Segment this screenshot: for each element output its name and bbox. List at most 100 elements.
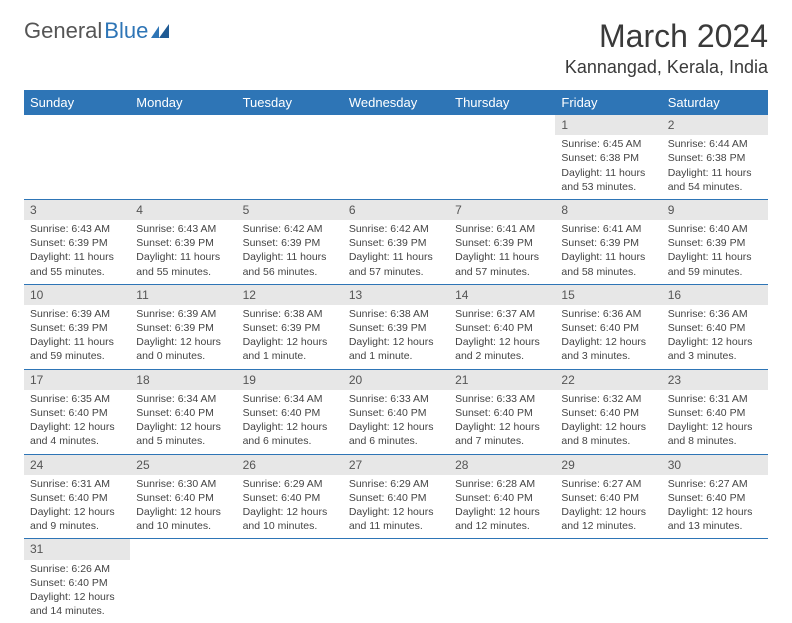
sunrise-text: Sunrise: 6:36 AM — [668, 307, 762, 321]
calendar-day-cell: 8 Sunrise: 6:41 AMSunset: 6:39 PMDaylight… — [555, 199, 661, 284]
daylight-text: Daylight: 12 hours and 6 minutes. — [349, 420, 443, 448]
day-number: 14 — [449, 285, 555, 305]
calendar-day-cell: 6Sunrise: 6:42 AMSunset: 6:39 PMDaylight… — [343, 199, 449, 284]
weekday-header: Thursday — [449, 90, 555, 115]
sunrise-text: Sunrise: 6:34 AM — [243, 392, 337, 406]
day-number: 18 — [130, 370, 236, 390]
calendar-empty-cell — [343, 539, 449, 623]
calendar-day-cell: 4Sunrise: 6:43 AMSunset: 6:39 PMDaylight… — [130, 199, 236, 284]
sunrise-text: Sunrise: 6:38 AM — [243, 307, 337, 321]
location: Kannangad, Kerala, India — [565, 57, 768, 78]
day-number: 10 — [24, 285, 130, 305]
header: General Blue March 2024 Kannangad, Keral… — [24, 18, 768, 78]
daylight-text: Daylight: 12 hours and 4 minutes. — [30, 420, 124, 448]
sunrise-text: Sunrise: 6:36 AM — [561, 307, 655, 321]
calendar-empty-cell — [130, 539, 236, 623]
day-number: 25 — [130, 455, 236, 475]
calendar-day-cell: 26Sunrise: 6:29 AMSunset: 6:40 PMDayligh… — [237, 454, 343, 539]
sunrise-text: Sunrise: 6:40 AM — [668, 222, 762, 236]
weekday-header: Saturday — [662, 90, 768, 115]
sunset-text: Sunset: 6:40 PM — [30, 406, 124, 420]
calendar-day-cell: 14Sunrise: 6:37 AMSunset: 6:40 PMDayligh… — [449, 284, 555, 369]
day-number: 8 — [555, 200, 661, 220]
sunrise-text: Sunrise: 6:33 AM — [349, 392, 443, 406]
calendar-day-cell: 24Sunrise: 6:31 AMSunset: 6:40 PMDayligh… — [24, 454, 130, 539]
day-number: 23 — [662, 370, 768, 390]
calendar-day-cell: 5Sunrise: 6:42 AMSunset: 6:39 PMDaylight… — [237, 199, 343, 284]
calendar-empty-cell — [130, 115, 236, 199]
sunset-text: Sunset: 6:40 PM — [455, 321, 549, 335]
calendar-row: 31Sunrise: 6:26 AMSunset: 6:40 PMDayligh… — [24, 539, 768, 623]
sunrise-text: Sunrise: 6:31 AM — [30, 477, 124, 491]
sunset-text: Sunset: 6:39 PM — [561, 236, 655, 250]
calendar-day-cell: 29Sunrise: 6:27 AMSunset: 6:40 PMDayligh… — [555, 454, 661, 539]
sunset-text: Sunset: 6:40 PM — [349, 406, 443, 420]
calendar-header-row: SundayMondayTuesdayWednesdayThursdayFrid… — [24, 90, 768, 115]
sunrise-text: Sunrise: 6:32 AM — [561, 392, 655, 406]
sunset-text: Sunset: 6:40 PM — [668, 321, 762, 335]
calendar-day-cell: 16Sunrise: 6:36 AMSunset: 6:40 PMDayligh… — [662, 284, 768, 369]
sunset-text: Sunset: 6:39 PM — [30, 321, 124, 335]
flag-icon — [151, 18, 171, 44]
sunset-text: Sunset: 6:39 PM — [668, 236, 762, 250]
calendar-day-cell: 12Sunrise: 6:38 AMSunset: 6:39 PMDayligh… — [237, 284, 343, 369]
sunset-text: Sunset: 6:39 PM — [243, 236, 337, 250]
daylight-text: Daylight: 11 hours and 58 minutes. — [561, 250, 655, 278]
sunset-text: Sunset: 6:38 PM — [668, 151, 762, 165]
day-number: 31 — [24, 539, 130, 559]
calendar-day-cell: 19Sunrise: 6:34 AMSunset: 6:40 PMDayligh… — [237, 369, 343, 454]
calendar-day-cell: 25Sunrise: 6:30 AMSunset: 6:40 PMDayligh… — [130, 454, 236, 539]
sunrise-text: Sunrise: 6:27 AM — [561, 477, 655, 491]
calendar-row: 24 Sunrise: 6:31 AM Sunset: 6:40 PM Dayligh… — [24, 454, 768, 539]
sunset-text: Sunset: 6:40 PM — [455, 406, 549, 420]
sunset-text: Sunset: 6:40 PM — [561, 321, 655, 335]
daylight-text: Daylight: 12 hours and 8 minutes. — [668, 420, 762, 448]
sunrise-text: Sunrise: 6:41 AM — [561, 222, 655, 236]
weekday-header: Sunday — [24, 90, 130, 115]
calendar-row: 3Sunrise: 6:43 AMSunset: 6:39 PMDaylight… — [24, 199, 768, 284]
day-number: 2 — [662, 115, 768, 135]
daylight-text: Daylight: 11 hours and 53 minutes. — [561, 166, 655, 194]
month-title: March 2024 — [565, 18, 768, 55]
sunrise-text: Sunrise: 6:27 AM — [668, 477, 762, 491]
sunset-text: Sunset: 6:40 PM — [561, 491, 655, 505]
calendar-empty-cell — [24, 115, 130, 199]
calendar-day-cell: 15Sunrise: 6:36 AMSunset: 6:40 PMDayligh… — [555, 284, 661, 369]
day-number: 24 — [24, 455, 130, 475]
calendar-day-cell: 3Sunrise: 6:43 AMSunset: 6:39 PMDaylight… — [24, 199, 130, 284]
calendar-row: 1Sunrise: 6:45 AMSunset: 6:38 PMDaylight… — [24, 115, 768, 199]
sunset-text: Sunset: 6:40 PM — [455, 491, 549, 505]
sunrise-text: Sunrise: 6:39 AM — [136, 307, 230, 321]
calendar-day-cell: 21Sunrise: 6:33 AMSunset: 6:40 PMDayligh… — [449, 369, 555, 454]
logo: General Blue — [24, 18, 171, 44]
daylight-text: Daylight: 12 hours and 2 minutes. — [455, 335, 549, 363]
logo-text-general: General — [24, 18, 102, 44]
daylight-text: Daylight: 12 hours and 13 minutes. — [668, 505, 762, 533]
sunrise-text: Sunrise: 6:33 AM — [455, 392, 549, 406]
daylight-text: Daylight: 11 hours and 55 minutes. — [136, 250, 230, 278]
daylight-text: Daylight: 12 hours and 0 minutes. — [136, 335, 230, 363]
sunrise-text: Sunrise: 6:44 AM — [668, 137, 762, 151]
day-number: 19 — [237, 370, 343, 390]
sunset-text: Sunset: 6:40 PM — [349, 491, 443, 505]
sunrise-text: Sunrise: 6:41 AM — [455, 222, 549, 236]
sunset-text: Sunset: 6:39 PM — [349, 321, 443, 335]
day-number: 4 — [130, 200, 236, 220]
calendar-empty-cell — [449, 115, 555, 199]
day-number: 27 — [343, 455, 449, 475]
day-number: 6 — [343, 200, 449, 220]
calendar-day-cell: 22Sunrise: 6:32 AMSunset: 6:40 PMDayligh… — [555, 369, 661, 454]
sunrise-text: Sunrise: 6:31 AM — [668, 392, 762, 406]
weekday-header: Friday — [555, 90, 661, 115]
sunset-text: Sunset: 6:39 PM — [243, 321, 337, 335]
day-number: 20 — [343, 370, 449, 390]
calendar-day-cell: 18Sunrise: 6:34 AMSunset: 6:40 PMDayligh… — [130, 369, 236, 454]
daylight-text: Daylight: 12 hours and 5 minutes. — [136, 420, 230, 448]
sunrise-text: Sunrise: 6:45 AM — [561, 137, 655, 151]
daylight-text: Daylight: 12 hours and 3 minutes. — [668, 335, 762, 363]
daylight-text: Daylight: 11 hours and 59 minutes. — [30, 335, 124, 363]
sunrise-text: Sunrise: 6:34 AM — [136, 392, 230, 406]
daylight-text: Daylight: 11 hours and 57 minutes. — [455, 250, 549, 278]
daylight-text: Daylight: 12 hours and 1 minute. — [243, 335, 337, 363]
daylight-text: Daylight: 12 hours and 10 minutes. — [243, 505, 337, 533]
